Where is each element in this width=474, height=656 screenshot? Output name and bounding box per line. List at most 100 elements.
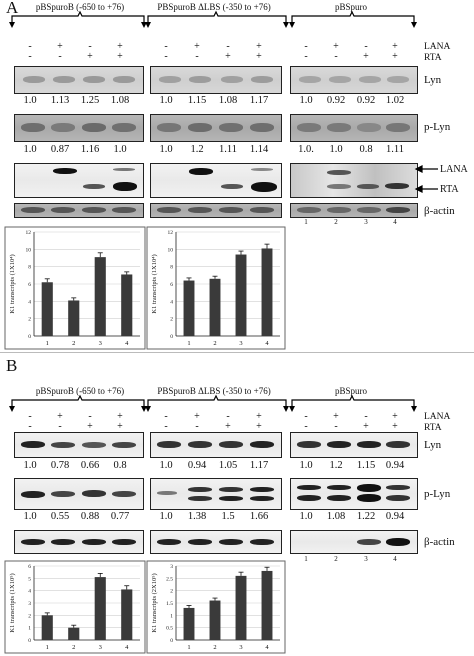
density-value: 0.8 <box>359 144 373 155</box>
beta-actin-blot <box>14 530 144 554</box>
lyn-blot <box>14 66 144 94</box>
density-value: 1.17 <box>249 95 269 106</box>
lana-sign: + <box>57 411 63 422</box>
lana-sign: - <box>28 411 32 422</box>
density-value: 0.94 <box>187 460 207 471</box>
rta-sign: - <box>334 51 338 62</box>
bar <box>121 589 133 640</box>
density-value: 1.0 <box>159 460 173 471</box>
density-value: 1.0 <box>23 144 37 155</box>
rta-sign: - <box>334 421 338 432</box>
x-tick-label: 1 <box>46 340 49 347</box>
y-tick-label: 2 <box>170 317 173 323</box>
density-value: 1.0. <box>298 144 314 155</box>
density-value: 1.0 <box>299 511 313 522</box>
bar <box>68 300 80 336</box>
x-tick-label: 4 <box>125 644 129 651</box>
lana-sign: + <box>256 41 262 52</box>
lane-number: 3 <box>364 555 368 563</box>
lana-rta-blot <box>290 163 418 198</box>
beta-actin-blot <box>14 203 144 218</box>
y-tick-label: 5 <box>28 576 31 582</box>
bar <box>261 570 273 640</box>
lyn-blot <box>290 432 418 458</box>
lyn-blot <box>150 432 282 458</box>
blot-label-p-lyn: p-Lyn <box>424 121 451 133</box>
y-tick-label: 0 <box>170 334 173 340</box>
y-tick-label: 0 <box>170 638 173 644</box>
density-value: 0.8 <box>113 460 127 471</box>
lana-sign: - <box>164 41 168 52</box>
group-title: pBSpuro <box>334 2 367 12</box>
density-value: 0.66 <box>80 460 100 471</box>
density-value: 1.22 <box>356 511 376 522</box>
y-tick-label: 4 <box>170 299 173 305</box>
x-tick-label: 2 <box>72 340 75 347</box>
bar <box>183 280 195 336</box>
lane-number: 4 <box>393 218 397 226</box>
y-tick-label: 1 <box>28 626 31 632</box>
density-value: 0.78 <box>50 460 70 471</box>
lana-sign: + <box>392 411 398 422</box>
blot-label-lyn: Lyn <box>424 74 442 86</box>
rta-sign: - <box>164 421 168 432</box>
rta-sign: - <box>304 51 308 62</box>
y-tick-label: 12 <box>26 230 32 236</box>
y-tick-label: 1 <box>170 613 173 619</box>
y-tick-label: 4 <box>28 589 31 595</box>
panel-b-letter: B <box>6 356 18 375</box>
x-tick-label: 3 <box>239 340 242 347</box>
y-tick-label: 2.5 <box>166 576 173 582</box>
bar <box>209 278 221 336</box>
y-axis-label: K1 transcripts (1X10⁴) <box>151 254 158 313</box>
rta-sign: + <box>117 421 123 432</box>
lane-number: 1 <box>304 555 308 563</box>
lana-sign: + <box>194 41 200 52</box>
p-lyn-blot <box>150 478 282 510</box>
blot-arrows <box>414 165 438 193</box>
rta-sign: + <box>363 51 369 62</box>
density-value: 1.38 <box>187 511 207 522</box>
lana-rta-blot <box>150 163 282 198</box>
y-tick-label: 2 <box>28 613 31 619</box>
rta-sign: + <box>87 421 93 432</box>
lane-number: 3 <box>364 218 368 226</box>
y-tick-label: 0 <box>28 638 31 644</box>
group-title: pBSpuroB (-650 to +76) <box>35 2 125 12</box>
blot-label-beta-actin: β-actin <box>424 536 455 548</box>
x-tick-label: 2 <box>213 644 216 651</box>
y-tick-label: 3 <box>170 564 173 570</box>
y-axis-label: K1 transcripts (2X10⁵) <box>151 573 158 632</box>
arrow-label-rta: RTA <box>440 184 459 195</box>
x-tick-label: 1 <box>46 644 49 651</box>
beta-actin-blot <box>150 203 282 218</box>
blot-label-lyn: Lyn <box>424 439 442 451</box>
y-axis-label: K1 transcripts (1X10⁵) <box>9 573 16 632</box>
p-lyn-blot <box>14 478 144 510</box>
beta-actin-blot <box>290 203 418 218</box>
bar <box>235 575 247 640</box>
lana-sign: - <box>88 41 92 52</box>
group-brackets <box>9 10 417 28</box>
y-tick-label: 2 <box>170 589 173 595</box>
rta-sign: + <box>392 51 398 62</box>
lana-label: LANA <box>424 412 451 422</box>
bar <box>209 600 221 640</box>
density-value: 1.2 <box>190 144 204 155</box>
density-value: 1.08 <box>110 95 130 106</box>
density-value: 0.87 <box>50 144 70 155</box>
bar <box>68 627 80 640</box>
density-value: 1.15 <box>187 95 207 106</box>
density-value: 1.13 <box>50 95 70 106</box>
density-value: 0.92 <box>356 95 376 106</box>
rta-sign: - <box>28 51 32 62</box>
density-value: 1.11 <box>386 144 404 155</box>
density-value: 1.0 <box>23 460 37 471</box>
x-tick-label: 3 <box>99 644 102 651</box>
bar <box>94 577 106 640</box>
group-brackets <box>9 394 417 412</box>
p-lyn-blot <box>290 114 418 142</box>
lane-number: 1 <box>304 218 308 226</box>
